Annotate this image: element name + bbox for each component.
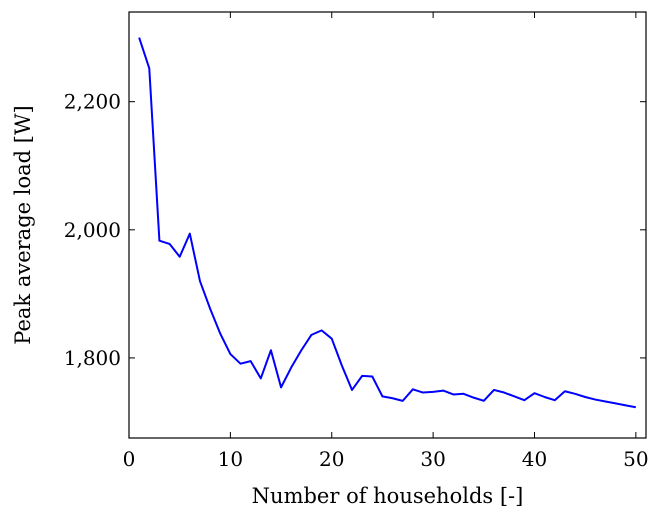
x-tick-label: 40: [522, 447, 547, 471]
series-line: [138, 37, 637, 409]
series-layer: [138, 37, 637, 409]
x-tick-label: 20: [319, 447, 344, 471]
x-tick-label: 30: [420, 447, 445, 471]
x-tick-label: 10: [218, 447, 243, 471]
plot-frame: [128, 11, 647, 439]
x-tick-label: 0: [123, 447, 136, 471]
ticks: 0 10 20 30 40 50 1,800 2,000 2,200: [64, 12, 649, 471]
y-tick-label: 2,200: [64, 90, 121, 114]
x-axis-label: Number of households [-]: [252, 484, 524, 508]
y-tick-label: 2,000: [64, 218, 121, 242]
x-tick-label: 50: [623, 447, 648, 471]
y-tick-label: 1,800: [64, 346, 121, 370]
y-axis-label: Peak average load [W]: [11, 105, 35, 344]
